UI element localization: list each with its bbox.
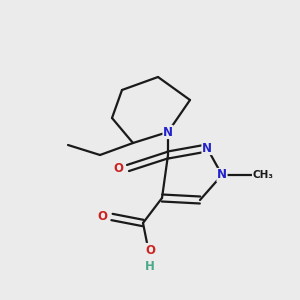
Text: O: O	[145, 244, 155, 256]
Text: H: H	[145, 260, 155, 272]
Text: N: N	[202, 142, 212, 154]
Text: N: N	[163, 125, 173, 139]
Text: N: N	[217, 169, 227, 182]
Text: O: O	[113, 161, 123, 175]
Text: O: O	[97, 211, 107, 224]
Text: CH₃: CH₃	[253, 170, 274, 180]
